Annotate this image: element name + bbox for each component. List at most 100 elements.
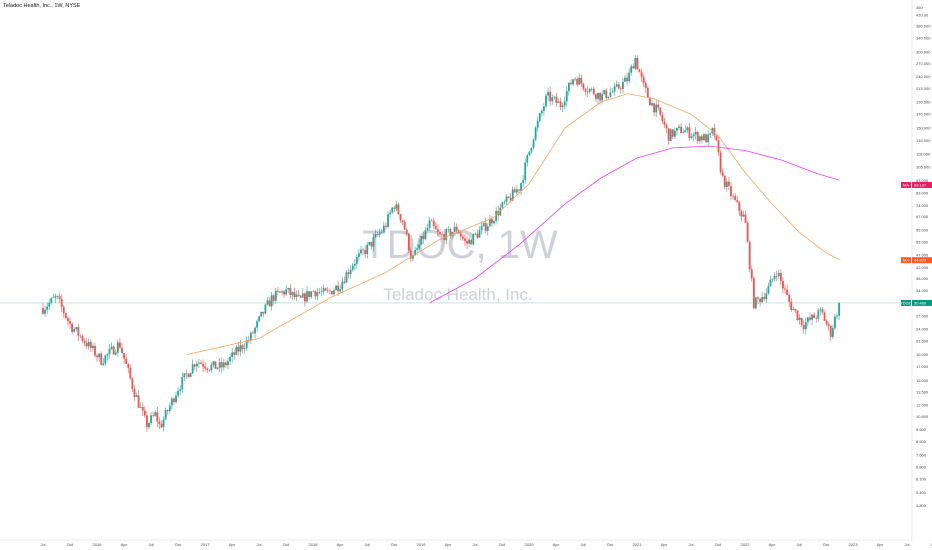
candle-body [715, 135, 718, 141]
candle-body [46, 306, 49, 310]
candle-body [836, 315, 838, 317]
candle-body [360, 249, 362, 254]
candle-body [746, 222, 749, 242]
candle-body [326, 290, 329, 292]
candle-body [42, 308, 44, 314]
candle-body [646, 87, 649, 98]
candle-body [717, 140, 720, 153]
candle-body [60, 299, 63, 307]
time-tick-label: 2023 [849, 542, 859, 547]
time-tick-label: 2018 [309, 542, 319, 547]
candle-body [528, 151, 531, 156]
candle-body [543, 106, 545, 111]
candle-body [355, 256, 358, 264]
candle-body [420, 236, 423, 245]
candle-body [536, 120, 539, 128]
time-axis[interactable]: Jul Oct 2016 Apr Jul Oct 2017 Apr Jul Oct 2018 Apr J… [40, 542, 932, 547]
candle-body [67, 317, 69, 322]
candle-body [728, 181, 730, 186]
candle-body [129, 367, 132, 379]
candle-body [464, 238, 466, 241]
candle-body [81, 336, 84, 342]
candle-body [335, 285, 337, 291]
candle-body [316, 292, 319, 297]
candle-body [276, 290, 279, 292]
candle-body [77, 327, 80, 336]
candle-body [759, 298, 761, 302]
candle-body [642, 77, 645, 83]
price-tick-label: 340.000 [916, 36, 931, 41]
candle-body [328, 290, 331, 292]
candle-body [478, 230, 481, 238]
candle-body [834, 316, 836, 329]
candle-body [382, 225, 385, 232]
candle-body [605, 90, 608, 98]
candle-body [667, 128, 670, 141]
price-tick-label: 53.000 [916, 239, 929, 244]
candle-body [83, 341, 86, 343]
price-tick-label: 6.100 [916, 477, 927, 482]
candle-body [649, 97, 651, 106]
candle-body [557, 101, 560, 103]
price-tick-label: 59.000 [916, 228, 929, 233]
candle-body [725, 181, 728, 187]
time-tick-label: Oct [931, 542, 932, 547]
candle-body [740, 211, 743, 217]
candle-body [665, 124, 668, 129]
candle-body [85, 342, 88, 347]
candle-body [482, 222, 485, 227]
candle-body [547, 91, 549, 96]
candle-body [829, 325, 832, 337]
candle-body [412, 255, 414, 259]
price-tick-label: 10.800 [916, 414, 929, 419]
price-tick-label: 7.600 [916, 452, 927, 457]
candle-body [800, 317, 803, 325]
candle-body [748, 241, 751, 270]
candle-body [453, 226, 456, 232]
candle-body [663, 121, 666, 125]
candle-body [638, 69, 641, 73]
candle-body [644, 82, 647, 88]
candle-body [289, 288, 292, 295]
candle-body [470, 239, 473, 245]
price-tick-label: 150.000 [916, 125, 931, 130]
time-tick-label: 2016 [93, 542, 103, 547]
candle-body [742, 214, 745, 217]
time-tick-label: Oct [607, 542, 614, 547]
candle-body [395, 204, 398, 209]
moving-average-short-line [186, 93, 840, 355]
candle-body [401, 220, 404, 222]
price-tick-label: 190.000 [916, 99, 931, 104]
price-tick-label: 42.000 [916, 265, 929, 270]
candle-body [782, 280, 784, 289]
candle-body [204, 366, 207, 369]
watermark-company: Teladoc Health, Inc. [383, 285, 532, 304]
candle-body [193, 364, 196, 367]
candle-body [137, 395, 140, 408]
time-tick-label: Oct [283, 542, 290, 547]
candle-body [655, 104, 658, 113]
price-tick-label: 240.000 [916, 74, 931, 79]
candle-body [119, 342, 121, 348]
candle-body [312, 290, 315, 292]
candle-body [443, 233, 446, 241]
candle-body [480, 226, 483, 231]
candle-body [520, 183, 522, 191]
candle-body [368, 241, 371, 245]
candle-body [449, 229, 452, 236]
candle-body [148, 423, 150, 428]
candle-body [301, 293, 304, 298]
candle-body [44, 309, 46, 314]
candle-body [775, 276, 778, 277]
price-axis[interactable]: 450 420.00 380.000 340.000 300.000 270.000 240… [916, 5, 931, 508]
candle-body [476, 233, 479, 238]
candle-body [362, 249, 364, 251]
candle-body [191, 364, 194, 374]
candle-body [534, 127, 537, 140]
candle-body [183, 373, 186, 377]
candle-body [166, 410, 169, 411]
candle-body [563, 101, 566, 106]
ma-short-tag-label-bg [901, 257, 911, 264]
price-tags: TDOC 30.400 MA 89.107 MA 44.879 [900, 182, 932, 306]
